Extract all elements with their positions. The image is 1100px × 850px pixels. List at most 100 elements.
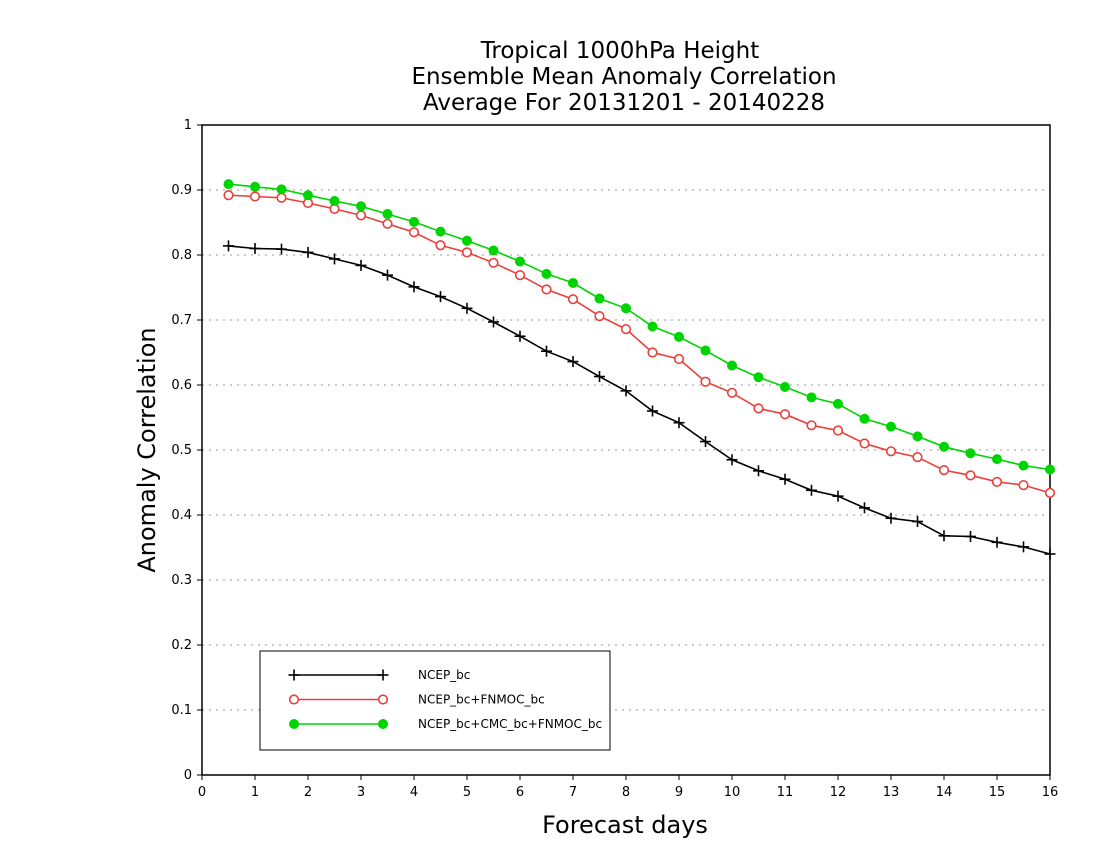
- data-point: [753, 465, 764, 477]
- data-point: [700, 376, 711, 387]
- data-point: [965, 530, 976, 542]
- data-point: [992, 454, 1002, 465]
- data-point: [938, 465, 950, 476]
- data-point: [859, 413, 870, 424]
- data-point: [303, 190, 313, 201]
- y-tick-label: 0.8: [171, 248, 192, 263]
- y-tick-label: 0.6: [171, 378, 192, 393]
- title-line-3: Average For 20131201 - 20140228: [423, 90, 825, 116]
- gridlines: [202, 189, 1050, 711]
- series-line: [228, 245, 1051, 555]
- data-point: [435, 226, 446, 237]
- data-point: [753, 403, 764, 414]
- legend-marker: [377, 694, 389, 705]
- data-point: [488, 257, 499, 268]
- x-tick-label: 6: [516, 785, 524, 800]
- data-point: [806, 420, 817, 431]
- data-point: [408, 227, 420, 238]
- data-point: [991, 536, 1003, 548]
- data-point: [1018, 541, 1029, 553]
- y-tick-label: 0.2: [171, 638, 192, 653]
- data-point: [832, 425, 844, 436]
- data-point: [1018, 480, 1029, 491]
- x-tick-label: 15: [989, 785, 1006, 800]
- data-point: [302, 246, 314, 258]
- data-point: [435, 291, 446, 303]
- x-axis-ticks: 0 1 2 3 4 5 6 7 8 9 10 11 12 13 14 15 16: [198, 775, 1058, 800]
- legend-entry: NCEP_bc+CMC_bc+FNMOC_bc: [289, 717, 602, 731]
- legend-marker: [289, 719, 299, 729]
- x-tick-label: 13: [883, 785, 900, 800]
- data-point: [276, 184, 287, 195]
- data-point: [833, 398, 843, 409]
- data-point: [488, 316, 499, 328]
- data-point: [435, 240, 446, 251]
- data-point: [250, 181, 260, 192]
- x-axis-label: Forecast days: [542, 811, 708, 839]
- data-point: [938, 530, 950, 542]
- x-tick-label: 8: [622, 785, 630, 800]
- data-point: [356, 201, 366, 212]
- y-tick-label: 0.9: [171, 183, 192, 198]
- y-tick-label: 0.3: [171, 573, 192, 588]
- data-point: [726, 454, 738, 466]
- data-point: [965, 470, 976, 481]
- legend-marker: [377, 669, 389, 681]
- data-point: [939, 441, 949, 452]
- data-point: [859, 438, 870, 449]
- data-point: [673, 417, 685, 429]
- chart-title: Tropical 1000hPa Height Ensemble Mean An…: [411, 38, 836, 116]
- series-line: [228, 194, 1051, 494]
- data-point: [673, 353, 685, 365]
- legend-marker: [288, 669, 300, 681]
- data-point: [806, 392, 817, 403]
- data-point: [620, 324, 632, 335]
- x-tick-label: 16: [1042, 785, 1059, 800]
- data-point: [514, 330, 526, 342]
- data-point: [276, 192, 287, 203]
- x-tick-label: 9: [675, 785, 683, 800]
- data-point: [461, 247, 473, 258]
- data-point: [355, 259, 367, 271]
- data-point: [541, 284, 552, 295]
- series-1: [223, 240, 1056, 560]
- data-point: [912, 431, 923, 442]
- data-point: [885, 446, 897, 457]
- x-tick-label: 3: [357, 785, 365, 800]
- data-point: [249, 191, 261, 202]
- data-point: [620, 385, 632, 397]
- legend-entry: NCEP_bc+FNMOC_bc: [288, 693, 545, 707]
- data-point: [514, 270, 526, 281]
- data-point: [991, 476, 1003, 487]
- x-tick-label: 2: [304, 785, 312, 800]
- data-point: [329, 253, 340, 265]
- data-point: [488, 245, 499, 256]
- title-line-1: Tropical 1000hPa Height: [480, 38, 760, 64]
- data-point: [647, 321, 658, 332]
- series-3: [223, 179, 1055, 475]
- data-point: [753, 372, 764, 383]
- data-point: [1044, 548, 1056, 560]
- data-point: [885, 512, 897, 524]
- x-tick-label: 7: [569, 785, 577, 800]
- x-tick-label: 14: [936, 785, 953, 800]
- data-point: [223, 240, 234, 252]
- data-point: [462, 235, 472, 246]
- y-tick-label: 0.5: [171, 443, 192, 458]
- data-point: [355, 210, 367, 221]
- data-point: [859, 502, 870, 514]
- data-point: [700, 345, 711, 356]
- data-point: [515, 256, 525, 267]
- data-point: [965, 448, 976, 459]
- data-point: [541, 345, 552, 357]
- data-point: [1018, 460, 1029, 471]
- legend-label: NCEP_bc+CMC_bc+FNMOC_bc: [418, 717, 602, 731]
- data-point: [806, 484, 817, 496]
- series-layer: [223, 179, 1056, 560]
- data-point: [912, 452, 923, 463]
- data-point: [223, 190, 234, 201]
- data-point: [276, 243, 287, 255]
- legend: NCEP_bc NCEP_bc+FNMOC_bc NCEP_bc+CMC_bc+FN…: [259, 650, 611, 751]
- series-2: [223, 190, 1056, 499]
